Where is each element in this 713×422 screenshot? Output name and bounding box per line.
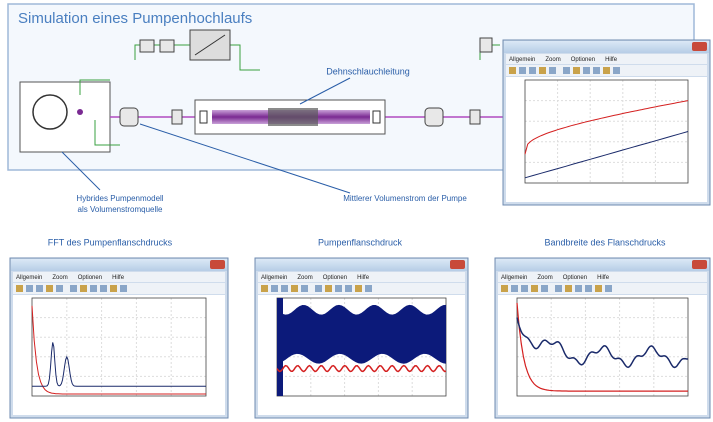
menu-item[interactable]: Hilfe <box>597 275 610 281</box>
plot-window: Allgemein Zoom Optionen Hilfe <box>503 40 710 205</box>
menu-item[interactable]: Allgemein <box>261 275 287 281</box>
toolbar-button[interactable] <box>583 67 590 74</box>
hose-annotation: Dehnschlauchleitung <box>326 66 410 76</box>
toolbar-button[interactable] <box>271 285 278 292</box>
close-button[interactable] <box>210 260 225 269</box>
toolbar-button[interactable] <box>56 285 63 292</box>
close-button[interactable] <box>692 42 707 51</box>
toolbar-button[interactable] <box>355 285 362 292</box>
toolbar-button[interactable] <box>519 67 526 74</box>
title-bar <box>256 259 467 271</box>
menu-item[interactable]: Optionen <box>78 275 102 281</box>
toolbar-button[interactable] <box>605 285 612 292</box>
hose-block <box>195 100 385 134</box>
toolbar-button[interactable] <box>529 67 536 74</box>
toolbar-button[interactable] <box>539 67 546 74</box>
menu-item[interactable]: Optionen <box>571 57 595 63</box>
toolbar-button[interactable] <box>36 285 43 292</box>
toolbar-button[interactable] <box>531 285 538 292</box>
caption: Pumpenflanschdruck <box>318 237 403 247</box>
toolbar-button[interactable] <box>573 67 580 74</box>
menu-item[interactable]: Optionen <box>323 275 347 281</box>
toolbar-button[interactable] <box>26 285 33 292</box>
menu-item[interactable]: Zoom <box>52 275 67 281</box>
title-bar <box>11 259 227 271</box>
toolbar-button[interactable] <box>593 67 600 74</box>
menu-item[interactable]: Optionen <box>563 275 587 281</box>
toolbar-button[interactable] <box>46 285 53 292</box>
toolbar-button[interactable] <box>563 67 570 74</box>
title-bar <box>504 41 709 53</box>
toolbar-button[interactable] <box>521 285 528 292</box>
title: Simulation eines Pumpenhochlaufs <box>18 10 252 27</box>
menu-item[interactable]: Zoom <box>537 275 552 281</box>
toolbar-button[interactable] <box>315 285 322 292</box>
toolbar-button[interactable] <box>501 285 508 292</box>
toolbar-button[interactable] <box>70 285 77 292</box>
toolbar-button[interactable] <box>511 285 518 292</box>
toolbar-button[interactable] <box>261 285 268 292</box>
toolbar-button[interactable] <box>613 67 620 74</box>
page: Simulation eines Pumpenhochlaufs Dehnsch… <box>0 0 713 422</box>
menu-item[interactable]: Allgemein <box>16 275 42 281</box>
menu-item[interactable]: Zoom <box>297 275 312 281</box>
menu-item[interactable]: Zoom <box>545 57 560 63</box>
menu-item[interactable]: Hilfe <box>112 275 125 281</box>
plot-area <box>498 295 707 415</box>
menu-item[interactable]: Allgemein <box>501 275 527 281</box>
toolbar-button[interactable] <box>565 285 572 292</box>
toolbar-button[interactable] <box>16 285 23 292</box>
toolbar-button[interactable] <box>595 285 602 292</box>
toolbar-button[interactable] <box>549 67 556 74</box>
pump-model-annotation: Hybrides Pumpenmodell <box>76 194 163 203</box>
menu-item[interactable]: Hilfe <box>605 57 618 63</box>
toolbar-button[interactable] <box>291 285 298 292</box>
toolbar-button[interactable] <box>80 285 87 292</box>
blue-spike <box>277 298 283 396</box>
toolbar-button[interactable] <box>90 285 97 292</box>
caption: Bandbreite des Flanschdrucks <box>544 237 666 247</box>
caption: FFT des Pumpenflanschdrucks <box>48 237 173 247</box>
flow-annotation: Mittlerer Volumenstrom der Pumpe <box>343 194 467 203</box>
menu-item[interactable]: Allgemein <box>509 57 535 63</box>
toolbar-button[interactable] <box>585 285 592 292</box>
menu-item[interactable]: Hilfe <box>357 275 370 281</box>
toolbar-button[interactable] <box>281 285 288 292</box>
toolbar-button[interactable] <box>325 285 332 292</box>
toolbar-button[interactable] <box>575 285 582 292</box>
close-button[interactable] <box>450 260 465 269</box>
plot-area <box>13 295 225 415</box>
toolbar <box>498 283 707 294</box>
toolbar-button[interactable] <box>301 285 308 292</box>
plot-window: Allgemein Zoom Optionen Hilfe <box>255 258 468 418</box>
title-bar <box>496 259 709 271</box>
toolbar-button[interactable] <box>345 285 352 292</box>
toolbar <box>13 283 225 294</box>
toolbar-button[interactable] <box>120 285 127 292</box>
plot-window: Allgemein Zoom Optionen Hilfe <box>495 258 710 418</box>
toolbar-button[interactable] <box>335 285 342 292</box>
plot-window: Allgemein Zoom Optionen Hilfe <box>10 258 228 418</box>
toolbar-button[interactable] <box>509 67 516 74</box>
toolbar-button[interactable] <box>541 285 548 292</box>
pump-block <box>20 82 110 152</box>
toolbar-button[interactable] <box>603 67 610 74</box>
close-button[interactable] <box>692 260 707 269</box>
toolbar-button[interactable] <box>100 285 107 292</box>
toolbar-button[interactable] <box>555 285 562 292</box>
toolbar-button[interactable] <box>110 285 117 292</box>
toolbar-button[interactable] <box>365 285 372 292</box>
pump-model-annotation: als Volumenstromquelle <box>78 205 163 214</box>
